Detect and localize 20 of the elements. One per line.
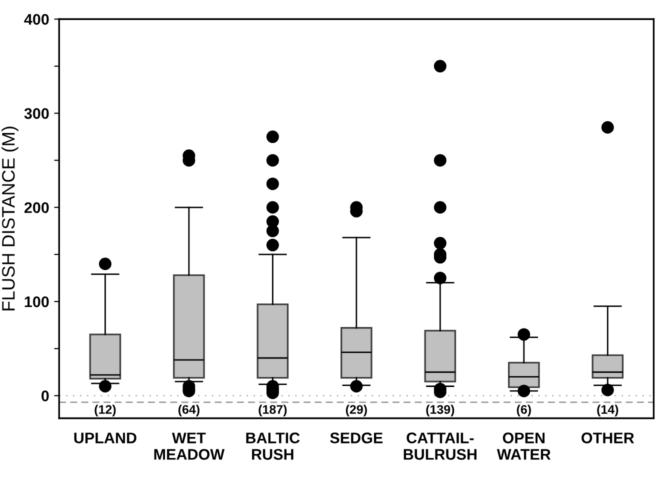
y-tick-label: 400 [24, 14, 49, 25]
annotation: (139) [426, 404, 454, 416]
annotation: (187) [258, 404, 287, 416]
x-tick-label: OTHER [582, 432, 634, 444]
annotation: (12) [94, 404, 116, 416]
x-tick-label: WET MEADOW [154, 432, 225, 460]
x-tick-label: CATTAIL- BULRUSH [404, 432, 476, 460]
y-tick-label: 100 [24, 296, 49, 308]
annotation: (64) [178, 404, 200, 416]
x-tick-label: OPEN WATER [496, 432, 551, 460]
x-tick-label: SEDGE [330, 432, 383, 444]
y-tick-label: 200 [24, 202, 49, 214]
annotation: (14) [597, 404, 618, 416]
x-tick-label: UPLAND [74, 432, 136, 444]
y-axis-title: FLUSH DISTANCE (M) [2, 126, 18, 310]
x-tick-label: BALTIC RUSH [246, 432, 300, 460]
annotation: (6) [516, 404, 531, 416]
y-tick-label: 0 [42, 390, 49, 402]
y-tick-label: 300 [24, 108, 49, 119]
annotation: (29) [346, 404, 367, 416]
